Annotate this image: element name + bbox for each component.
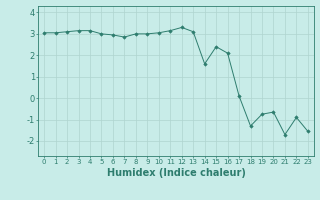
X-axis label: Humidex (Indice chaleur): Humidex (Indice chaleur) bbox=[107, 168, 245, 178]
